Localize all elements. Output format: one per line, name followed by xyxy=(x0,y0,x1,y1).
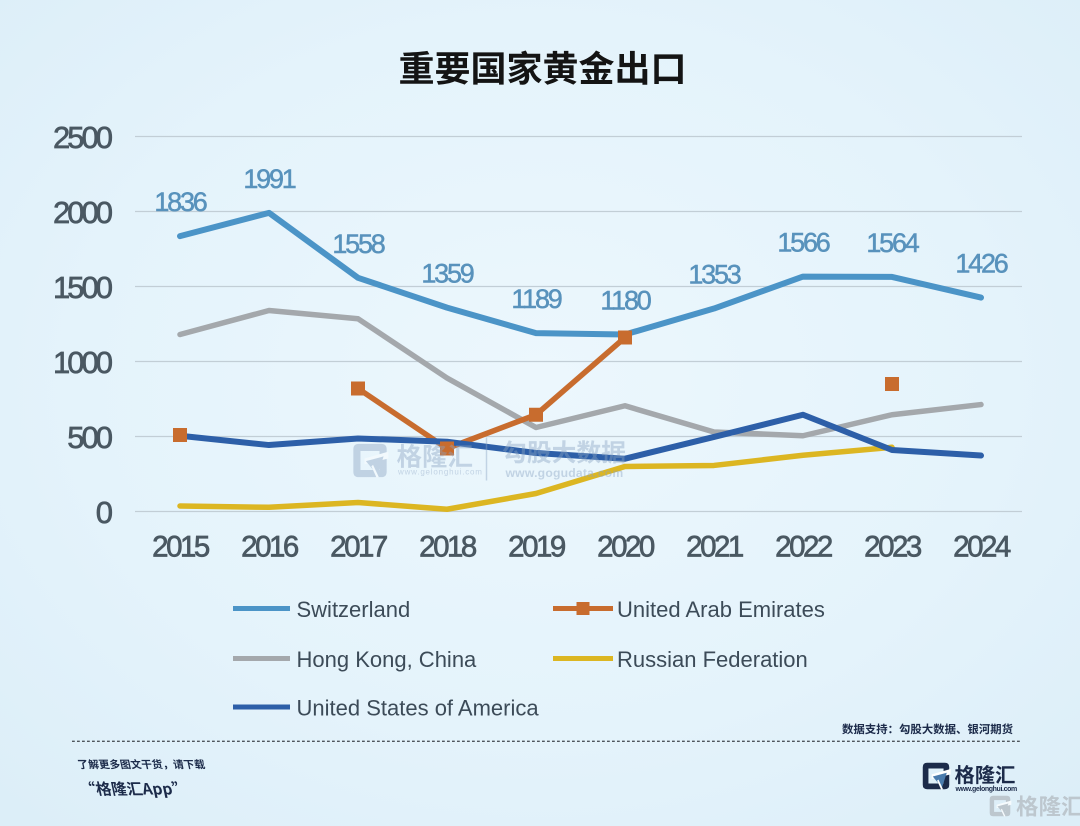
svg-text:2015: 2015 xyxy=(152,531,210,564)
svg-text:Russian Federation: Russian Federation xyxy=(617,647,808,672)
svg-text:2021: 2021 xyxy=(686,531,743,564)
svg-text:1991: 1991 xyxy=(243,164,295,194)
svg-text:2019: 2019 xyxy=(508,531,566,564)
svg-text:1426: 1426 xyxy=(955,249,1007,279)
svg-text:www.gelonghui.com: www.gelonghui.com xyxy=(955,786,1017,793)
svg-text:1836: 1836 xyxy=(154,187,206,217)
svg-text:2023: 2023 xyxy=(864,531,922,564)
svg-text:1000: 1000 xyxy=(53,345,113,380)
svg-text:500: 500 xyxy=(67,420,112,455)
svg-text:1353: 1353 xyxy=(688,260,740,290)
svg-text:www.gelonghui.com: www.gelonghui.com xyxy=(397,468,483,477)
svg-text:2022: 2022 xyxy=(775,531,832,564)
svg-text:2000: 2000 xyxy=(53,195,113,230)
svg-text:www.gogudata.com: www.gogudata.com xyxy=(505,466,624,480)
svg-text:2018: 2018 xyxy=(419,531,477,564)
svg-text:1566: 1566 xyxy=(777,228,829,258)
svg-text:United Arab Emirates: United Arab Emirates xyxy=(617,597,825,622)
svg-text:Hong Kong, China: Hong Kong, China xyxy=(297,647,478,672)
svg-text:2500: 2500 xyxy=(53,120,113,155)
svg-text:1180: 1180 xyxy=(600,286,650,316)
svg-text:1564: 1564 xyxy=(866,228,919,258)
svg-text:1189: 1189 xyxy=(511,284,561,314)
svg-text:1359: 1359 xyxy=(421,259,473,289)
svg-text:2016: 2016 xyxy=(241,531,299,564)
svg-text:1500: 1500 xyxy=(53,270,113,305)
svg-text:2020: 2020 xyxy=(597,531,655,564)
svg-text:United States of America: United States of America xyxy=(297,696,540,721)
svg-text:Switzerland: Switzerland xyxy=(297,597,411,622)
svg-text:2024: 2024 xyxy=(953,531,1011,564)
svg-text:2017: 2017 xyxy=(330,531,387,564)
svg-text:1558: 1558 xyxy=(332,229,384,259)
